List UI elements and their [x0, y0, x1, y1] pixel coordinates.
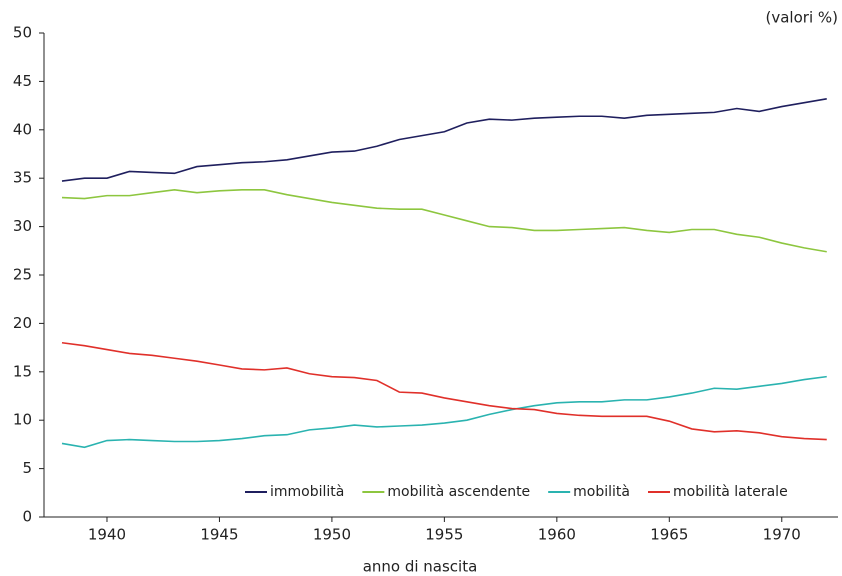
y-tick-label: 5: [22, 459, 32, 477]
y-unit-label: (valori %): [766, 9, 838, 27]
x-tick-label: 1940: [88, 526, 126, 544]
y-tick-label: 0: [22, 508, 32, 526]
y-tick-label: 10: [13, 411, 32, 429]
y-tick-label: 45: [13, 72, 32, 90]
x-axis-label: anno di nascita: [363, 558, 478, 576]
y-tick-label: 30: [13, 217, 32, 235]
legend-label: immobilità: [270, 484, 344, 500]
legend-label: mobilità: [573, 484, 630, 500]
line-series: [61, 189, 827, 253]
y-tick-label: 40: [13, 120, 32, 138]
line-series: [61, 98, 827, 182]
line-series: [61, 375, 827, 449]
x-tick-label: 1960: [538, 526, 576, 544]
y-tick-label: 35: [13, 169, 32, 187]
x-tick-label: 1945: [200, 526, 238, 544]
x-tick-label: 1970: [763, 526, 801, 544]
y-tick-label: 15: [13, 362, 32, 380]
y-tick-label: 50: [13, 24, 32, 42]
x-tick-label: 1950: [313, 526, 351, 544]
x-tick-label: 1965: [650, 526, 688, 544]
line-series: [61, 341, 827, 441]
y-tick-label: 20: [13, 314, 32, 332]
legend-label: mobilità laterale: [673, 484, 788, 500]
legend-label: mobilità ascendente: [387, 484, 530, 500]
x-tick-label: 1955: [425, 526, 463, 544]
y-tick-label: 25: [13, 266, 32, 284]
